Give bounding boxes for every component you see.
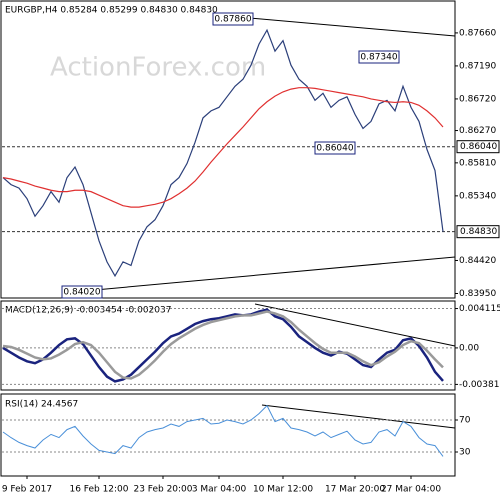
x-tick-label: 23 Feb 20:00 (133, 485, 192, 495)
level-label: 0.86040 (460, 142, 497, 152)
y-tick-label: -0.003815 (459, 380, 500, 390)
annotation-label: 0.84020 (63, 288, 100, 298)
panel-title: MACD(12,26,9) -0.003454 -0.002037 (5, 306, 171, 316)
trendline (61, 256, 456, 294)
x-tick-label: 9 Feb 2017 (2, 485, 52, 495)
y-tick-label: 30 (459, 448, 471, 458)
x-tick-label: 27 Mar 04:00 (381, 485, 441, 495)
panel-title: EURGBP,H4 0.85284 0.85299 0.84830 0.8483… (5, 6, 218, 16)
y-tick-label: 70 (459, 416, 471, 426)
series-line (2, 310, 444, 380)
annotation-box (212, 12, 254, 26)
level-box (456, 140, 500, 154)
y-tick-label: 0.00 (459, 343, 479, 353)
x-tick-label: 16 Feb 12:00 (69, 485, 128, 495)
y-tick-label: 0.87660 (459, 28, 496, 38)
panel-title: RSI(14) 24.4567 (5, 400, 78, 410)
y-tick-label: 0.84420 (459, 256, 496, 266)
x-tick-label: 10 Mar 12:00 (253, 485, 313, 495)
series-line (2, 28, 444, 278)
x-tick-label: 3 Mar 04:00 (192, 485, 247, 495)
series-line (2, 308, 444, 383)
level-label: 0.84830 (460, 227, 497, 237)
watermark: ActionForex.com (50, 53, 266, 83)
trendline (214, 14, 456, 37)
y-tick-label: 0.86270 (459, 126, 496, 136)
y-tick-label: 0.87190 (459, 61, 496, 71)
y-tick-label: 0.86720 (459, 94, 496, 104)
annotation-box (314, 141, 356, 155)
level-box (456, 225, 500, 239)
y-tick-label: 0.83950 (459, 289, 496, 299)
series-line (2, 87, 444, 208)
annotation-label: 0.86040 (316, 144, 353, 154)
x-tick-label: 17 Mar 20:00 (325, 485, 385, 495)
y-tick-label: 0.85810 (459, 158, 496, 168)
y-tick-label: 0.85340 (459, 191, 496, 201)
annotation-label: 0.87860 (214, 15, 251, 25)
y-tick-label: 0.004115 (459, 304, 500, 314)
series-line (2, 404, 444, 457)
annotation-box (61, 285, 103, 299)
price-panel (0, 0, 456, 299)
trendline (254, 303, 456, 347)
annotation-label: 0.87340 (360, 53, 397, 63)
annotation-box (358, 50, 400, 64)
trendline (261, 404, 456, 429)
rsi-panel (0, 393, 456, 477)
